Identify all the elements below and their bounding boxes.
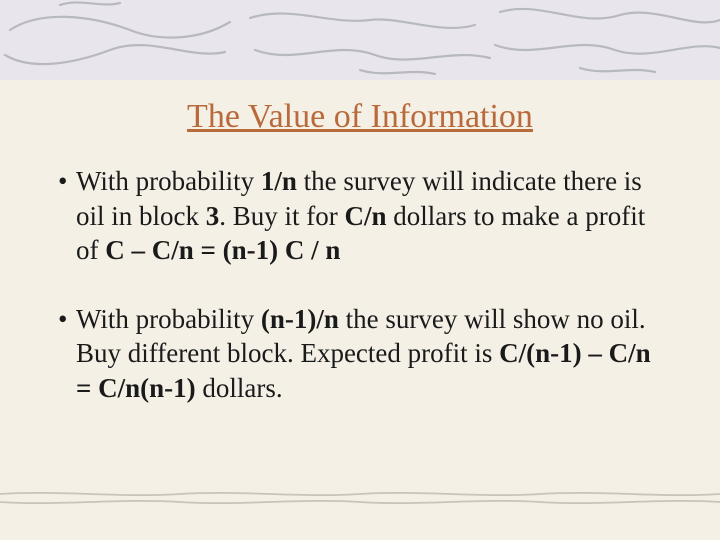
bullet-text-bold: C – C/n = (n-1) C / n bbox=[105, 235, 340, 265]
bullet-text: . Buy it for bbox=[219, 201, 344, 231]
slide-title: The Value of Information bbox=[48, 98, 672, 136]
bullet-list: •With probability 1/n the survey will in… bbox=[48, 164, 672, 405]
bullet-text: With probability bbox=[76, 166, 261, 196]
bullet-text-bold: 1/n bbox=[261, 166, 297, 196]
footer-wave-1 bbox=[0, 490, 720, 492]
slide-content: The Value of Information •With probabili… bbox=[0, 80, 720, 405]
footer-wave-2 bbox=[0, 498, 720, 500]
banner-strokes bbox=[0, 0, 720, 80]
bullet-marker: • bbox=[58, 164, 76, 199]
bullet-text: With probability bbox=[76, 304, 261, 334]
bullet-item: •With probability 1/n the survey will in… bbox=[48, 164, 672, 268]
decorative-banner bbox=[0, 0, 720, 80]
bullet-marker: • bbox=[58, 302, 76, 337]
bullet-text-bold: C/n bbox=[345, 201, 387, 231]
bullet-text: dollars. bbox=[196, 373, 283, 403]
bullet-text-bold: 3 bbox=[206, 201, 220, 231]
bullet-item: •With probability (n-1)/n the survey wil… bbox=[48, 302, 672, 406]
bullet-text-bold: (n-1)/n bbox=[261, 304, 339, 334]
